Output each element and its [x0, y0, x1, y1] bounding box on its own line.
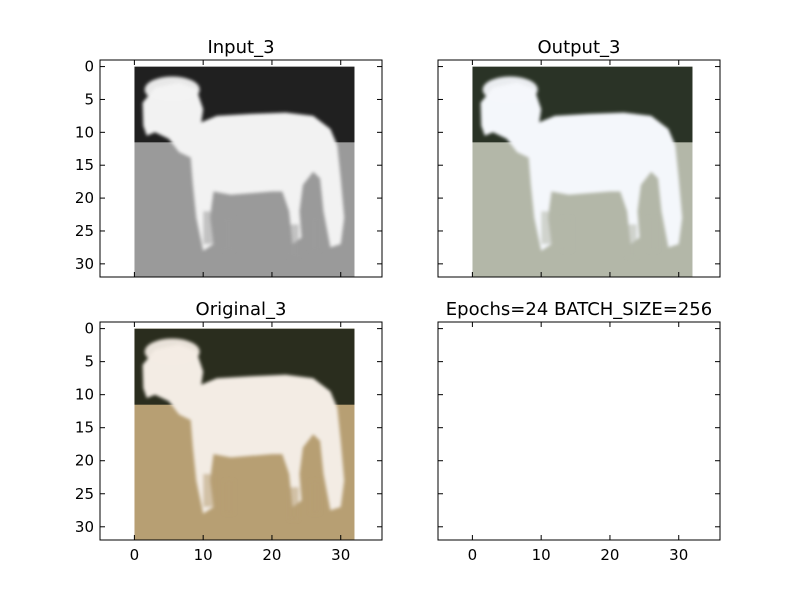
horse-leg-shadow: [289, 487, 299, 521]
x-tick-label: 30: [331, 546, 350, 564]
y-tick-label: 5: [84, 353, 94, 371]
panel-title: Epochs=24 BATCH_SIZE=256: [446, 299, 712, 320]
horse-head: [142, 344, 204, 422]
panel-title: Original_3: [196, 299, 287, 320]
image-1: [134, 66, 355, 277]
horse-mane: [482, 76, 538, 103]
panel-1: 0 5 10 15 20 25 30 Input_3: [75, 37, 383, 278]
horse-leg-shadow: [289, 224, 299, 258]
y-tick-label: 5: [84, 90, 94, 108]
y-tick-label: 30: [75, 518, 94, 536]
axes-frame: [437, 59, 721, 278]
y-tick-label: 30: [75, 255, 94, 273]
horse-head: [480, 82, 542, 159]
horse-body: [190, 112, 345, 251]
horse-leg-shadow: [203, 211, 215, 245]
x-tick-label: 10: [194, 546, 213, 564]
y-tick-label: 10: [75, 386, 94, 404]
horse-leg-shadow: [223, 217, 235, 251]
y-tick-label: 25: [75, 485, 94, 503]
x-tick-label: 30: [669, 546, 688, 564]
y-tick-label: 0: [84, 58, 94, 76]
horse-head: [142, 82, 204, 159]
y-tick-label: 25: [75, 222, 94, 240]
x-tick-label: 10: [532, 546, 551, 564]
horse-mane: [144, 76, 200, 103]
image-2: [472, 66, 693, 277]
panel-title: Input_3: [207, 37, 274, 58]
image-3: [134, 328, 355, 540]
horse-leg-shadow: [203, 473, 215, 507]
axes-frame: [99, 59, 383, 278]
y-tick-label: 15: [75, 156, 94, 174]
axes-frame: [437, 321, 721, 541]
horse-leg-shadow: [541, 211, 553, 245]
y-tick-label: 20: [75, 452, 94, 470]
horse-leg-shadow: [309, 480, 321, 514]
horse-mane: [144, 338, 200, 365]
horse-body: [190, 374, 345, 514]
horse-leg-shadow: [561, 217, 573, 251]
y-tick-label: 10: [75, 123, 94, 141]
axes-frame: [99, 321, 383, 541]
horse-leg-shadow: [627, 224, 637, 258]
x-tick-label: 0: [130, 546, 140, 564]
horse-leg-shadow: [309, 217, 321, 251]
x-tick-label: 0: [468, 546, 478, 564]
panel-title: Output_3: [538, 37, 621, 58]
x-tick-label: 20: [262, 546, 281, 564]
panel-4: 0 10 20 30 Epochs=24 BATCH_SIZE=256: [437, 299, 721, 564]
y-tick-label: 20: [75, 189, 94, 207]
panel-3: 0 5 10 15 20 25 30 0 10 20 30 Original_3: [75, 299, 383, 564]
y-tick-label: 15: [75, 419, 94, 437]
panel-2: Output_3: [437, 37, 721, 278]
horse-leg-shadow: [647, 217, 659, 251]
x-tick-label: 20: [600, 546, 619, 564]
horse-body: [528, 112, 683, 251]
horse-leg-shadow: [223, 480, 235, 514]
y-tick-label: 0: [84, 320, 94, 338]
